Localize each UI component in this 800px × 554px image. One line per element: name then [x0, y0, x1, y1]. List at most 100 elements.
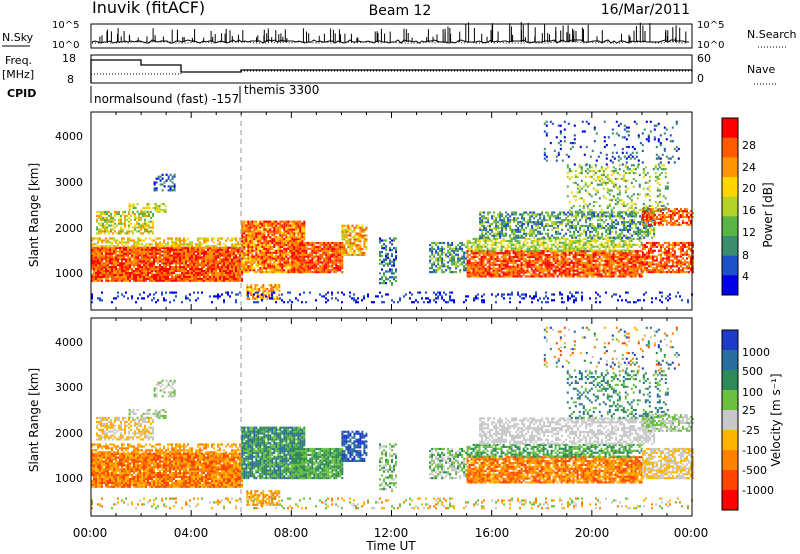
power-cell — [177, 279, 179, 282]
power-cell — [171, 268, 173, 271]
power-cell — [162, 210, 165, 213]
power-cell — [131, 268, 133, 271]
power-cell — [171, 275, 173, 278]
power-cell — [183, 262, 185, 265]
power-cell — [297, 247, 300, 250]
power-cell — [504, 255, 507, 259]
power-cell — [357, 224, 360, 227]
power-cell — [476, 237, 479, 240]
power-cell — [301, 224, 304, 227]
power-cell — [144, 228, 146, 231]
power-cell — [612, 263, 615, 266]
power-cell — [253, 222, 256, 225]
power-cell — [534, 261, 537, 264]
power-cell — [548, 249, 551, 252]
power-cell — [602, 255, 605, 259]
power-cell — [275, 267, 278, 270]
power-cell — [225, 271, 227, 275]
power-cell — [181, 256, 183, 259]
power-cell — [580, 254, 583, 257]
power-cell — [139, 252, 141, 255]
power-cell — [383, 280, 385, 283]
power-cell — [435, 265, 438, 268]
power-cell — [97, 256, 99, 259]
power-cell — [207, 269, 209, 273]
power-cell — [502, 237, 505, 240]
power-cell — [566, 275, 569, 278]
power-cell — [100, 228, 102, 231]
power-cell — [463, 255, 466, 258]
power-cell — [463, 253, 466, 256]
power-cell — [245, 224, 248, 227]
power-cell — [578, 267, 581, 270]
power-cell — [510, 271, 513, 274]
power-cell — [175, 254, 177, 257]
power-cell — [305, 259, 308, 262]
power-cell — [253, 238, 256, 241]
power-cell — [189, 250, 191, 253]
power-cell — [500, 252, 503, 255]
power-cell — [534, 245, 537, 248]
power-cell — [103, 239, 105, 242]
power-cell — [124, 226, 126, 229]
power-cell — [317, 247, 320, 250]
power-cell — [532, 271, 535, 274]
power-cell — [211, 260, 213, 263]
power-cell — [478, 249, 481, 252]
power-cell — [223, 275, 225, 278]
power-cell — [492, 249, 495, 252]
power-cell — [281, 253, 284, 256]
power-cell — [333, 253, 336, 256]
power-cell — [596, 275, 599, 278]
power-cell — [395, 276, 397, 279]
power-cell — [277, 257, 280, 260]
power-cell — [185, 271, 187, 275]
power-cell — [115, 260, 117, 263]
power-cell — [544, 261, 547, 264]
power-cell — [341, 245, 344, 248]
power-cell — [574, 249, 577, 252]
power-cell — [263, 224, 266, 227]
power-cell — [429, 261, 432, 264]
power-cell — [542, 237, 545, 240]
power-cell — [526, 267, 529, 270]
freq-right-label: Nave — [747, 63, 775, 76]
power-cell — [279, 238, 282, 241]
power-cell — [285, 255, 288, 258]
power-cell — [151, 271, 153, 275]
power-cell — [271, 232, 274, 235]
power-cell — [357, 248, 360, 251]
power-cell — [247, 251, 250, 254]
power-cell — [239, 254, 241, 257]
power-cell — [564, 239, 567, 242]
power-cell — [95, 243, 97, 246]
power-cell — [199, 271, 201, 275]
power-cell — [221, 260, 223, 263]
power-cell — [476, 247, 479, 250]
power-cell — [622, 267, 625, 270]
power-cell — [584, 271, 587, 274]
power-cell — [241, 259, 244, 262]
power-cell — [219, 246, 221, 249]
power-cell — [109, 273, 111, 276]
power-cell — [550, 243, 553, 246]
power-cell — [291, 238, 294, 241]
power-cell — [255, 240, 258, 243]
power-cell — [101, 254, 103, 257]
power-cell — [317, 255, 320, 258]
power-cell — [111, 252, 113, 255]
power-cell — [554, 252, 557, 255]
power-cell — [490, 247, 493, 250]
power-cell — [101, 277, 103, 280]
power-cell — [327, 255, 330, 258]
power-cell — [270, 288, 273, 291]
power-cell — [516, 254, 519, 257]
power-cell — [149, 237, 151, 240]
power-cell — [385, 247, 387, 250]
power-cell — [305, 269, 308, 272]
power-cell — [155, 248, 157, 251]
power-cell — [301, 249, 304, 252]
power-cell — [586, 269, 589, 272]
power-cell — [249, 236, 252, 239]
power-cell — [295, 222, 298, 225]
